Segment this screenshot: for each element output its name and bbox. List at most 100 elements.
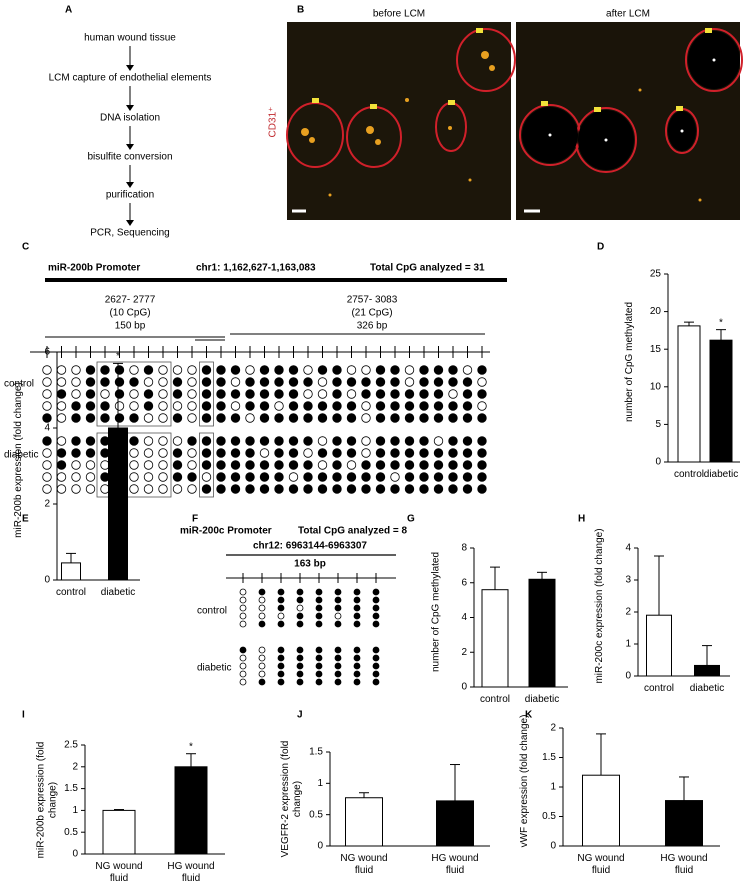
- cpg-site: [71, 401, 81, 411]
- cpg-site: [296, 604, 304, 612]
- cpg-site: [346, 448, 357, 458]
- cpg-site: [390, 448, 400, 458]
- panel-label: G: [407, 514, 415, 525]
- cpg-site: [258, 620, 266, 628]
- cpg-site: [390, 389, 400, 399]
- cpg-site: [317, 377, 328, 387]
- cpg-site: [353, 646, 361, 654]
- cpg-site: [433, 472, 444, 482]
- x-tick-label: diabetic: [524, 694, 560, 705]
- cpg-site: [419, 472, 429, 482]
- cpg-site: [477, 365, 487, 375]
- cpg-site: [100, 413, 110, 423]
- cpg-site: [259, 413, 270, 423]
- y-tick-label: 4: [44, 423, 50, 434]
- y-tick-label: 2: [72, 761, 78, 772]
- cpg-site: [448, 401, 458, 411]
- segment-text: 150 bp: [115, 321, 146, 332]
- y-tick-label: 1: [625, 639, 631, 650]
- cpg-site: [129, 448, 139, 458]
- y-axis-label: vWF expression (fold change): [519, 714, 530, 848]
- cpg-site: [230, 448, 241, 458]
- cpg-site: [288, 472, 299, 482]
- cpg-site: [277, 620, 285, 628]
- cpg-site: [245, 413, 255, 423]
- cpg-site: [346, 377, 357, 387]
- y-tick-label: 0.5: [542, 811, 556, 822]
- cpg-site: [258, 678, 266, 686]
- cpg-site: [303, 389, 313, 399]
- cpg-site: [158, 472, 168, 482]
- bar: [677, 325, 701, 463]
- cpg-site: [372, 596, 380, 604]
- bar: [582, 774, 620, 847]
- cpg-site: [201, 472, 212, 482]
- cpg-site: [143, 413, 154, 423]
- cpg-site: [346, 401, 357, 411]
- cpg-site: [239, 654, 247, 662]
- cpg-site: [259, 389, 270, 399]
- cpg-site: [85, 484, 96, 494]
- cpg-site: [129, 484, 139, 494]
- cpg-site: [296, 596, 304, 604]
- cpg-site: [230, 460, 241, 470]
- cpg-site: [172, 436, 183, 446]
- cpg-site: [71, 448, 81, 458]
- cpg-site: [230, 413, 241, 423]
- cpg-site: [404, 401, 415, 411]
- cpg-site: [353, 620, 361, 628]
- cpg-site: [245, 472, 255, 482]
- cut-centers: [548, 58, 716, 142]
- bar: [646, 614, 672, 677]
- cpg-site: [158, 413, 168, 423]
- bar: [694, 664, 720, 677]
- group-label: control: [4, 379, 34, 390]
- bar: [108, 427, 128, 581]
- cpg-site: [390, 436, 400, 446]
- flow-step: purification: [106, 190, 154, 201]
- cpg-site: [334, 620, 342, 628]
- cpg-site: [296, 670, 304, 678]
- cpg-site: [245, 484, 255, 494]
- flow-step: human wound tissue: [84, 33, 176, 44]
- cpg-site: [100, 389, 110, 399]
- y-tick-label: 1: [72, 805, 78, 816]
- cpg-site: [375, 413, 386, 423]
- cpg-site: [143, 365, 154, 375]
- cpg-site: [239, 596, 247, 604]
- cpg-site: [258, 612, 266, 620]
- x-tick-label: diabetic: [689, 683, 725, 694]
- cpg-site: [315, 670, 323, 678]
- cpg-site: [239, 588, 247, 596]
- cpg-site: [361, 436, 371, 446]
- segment-text: (10 CpG): [109, 308, 150, 319]
- cpg-site: [462, 436, 473, 446]
- cpg-site: [477, 389, 487, 399]
- x-tick-label: control: [643, 683, 674, 694]
- cpg-site: [71, 436, 81, 446]
- cpg-site: [372, 646, 380, 654]
- cpg-site: [404, 448, 415, 458]
- cpg-site: [258, 596, 266, 604]
- cpg-site: [245, 436, 255, 446]
- cpg-site: [419, 436, 429, 446]
- cpg-site: [71, 389, 81, 399]
- cpg-site: [419, 460, 429, 470]
- cpg-site: [187, 460, 197, 470]
- cpg-site: [353, 604, 361, 612]
- y-axis-label: number of CpG methylated: [624, 301, 635, 423]
- cpg-site: [346, 389, 357, 399]
- cpg-site: [259, 377, 270, 387]
- cpg-site: [158, 401, 168, 411]
- cpg-site: [274, 401, 284, 411]
- cpg-site: [201, 448, 212, 458]
- cpg-site: [404, 460, 415, 470]
- cpg-site: [277, 612, 285, 620]
- cpg-site: [433, 401, 444, 411]
- cpg-site: [172, 460, 183, 470]
- cpg-site: [216, 472, 226, 482]
- cpg-site: [477, 460, 487, 470]
- cpg-site: [201, 413, 212, 423]
- cpg-site: [245, 448, 255, 458]
- cpg-site: [201, 484, 212, 494]
